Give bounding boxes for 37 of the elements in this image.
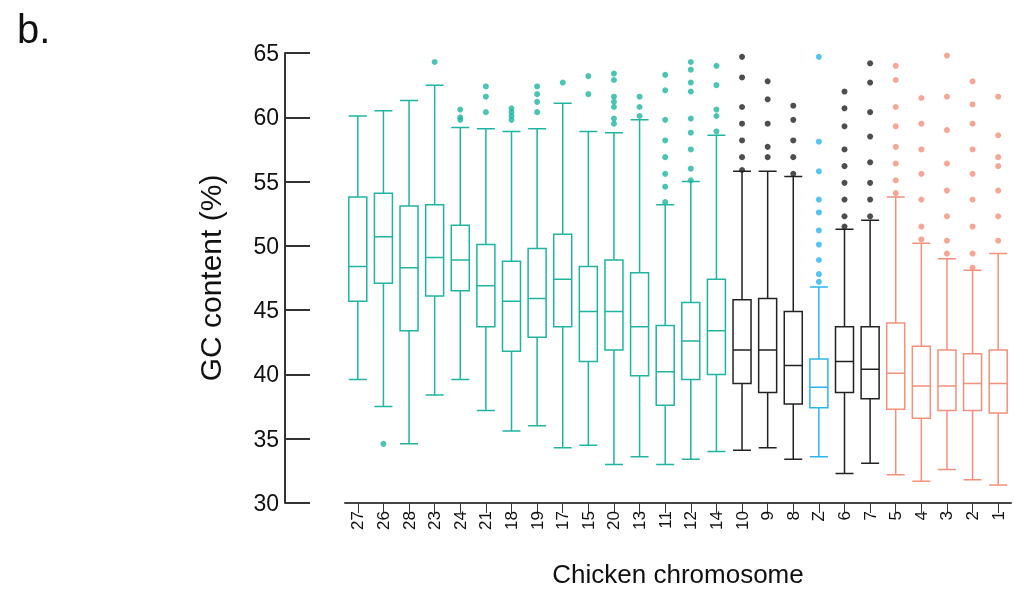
- y-tick-label: 55: [253, 168, 279, 195]
- y-tick-label: 45: [253, 297, 279, 324]
- x-tick-label: 17: [553, 511, 573, 530]
- x-tick-label: 8: [783, 511, 803, 521]
- y-tick-label: 30: [253, 490, 279, 516]
- x-tick-label: 10: [732, 511, 752, 530]
- x-tick-label: 12: [681, 511, 701, 530]
- x-tick-label: 13: [630, 511, 650, 530]
- x-tick-label: 14: [706, 511, 726, 530]
- x-tick-label: 24: [450, 511, 470, 530]
- y-tick-label: 40: [253, 361, 279, 388]
- x-tick-label: 2: [963, 511, 983, 521]
- x-tick-label: 5: [886, 511, 906, 521]
- x-tick-label: 4: [911, 511, 931, 521]
- x-tick-label: 20: [604, 511, 624, 530]
- x-tick-label: 7: [860, 511, 880, 521]
- y-tick-label: 60: [253, 104, 279, 131]
- x-axis-title: Chicken chromosome: [552, 559, 804, 589]
- x-tick-label: 26: [373, 511, 393, 530]
- x-tick-label: Z: [809, 511, 829, 522]
- y-axis-title: GC content (%): [193, 174, 227, 382]
- x-tick-label: 23: [425, 511, 445, 530]
- x-tick-label: 28: [399, 511, 419, 530]
- x-tick-label: 19: [527, 511, 547, 530]
- x-tick-label: 9: [758, 511, 778, 521]
- x-tick-label: 15: [578, 511, 598, 530]
- y-tick-label: 35: [253, 425, 279, 452]
- x-tick-label: 11: [655, 511, 675, 529]
- x-tick-label: 21: [476, 511, 496, 530]
- x-tick-label: 6: [835, 511, 854, 521]
- y-tick-label: 50: [253, 232, 279, 259]
- x-tick-label: 18: [502, 511, 521, 530]
- y-tick-label: 65: [253, 40, 279, 66]
- x-tick-label: 1: [988, 511, 1008, 521]
- x-tick-label: 3: [937, 511, 957, 521]
- x-tick-label: 27: [348, 511, 368, 530]
- chart-title: b.: [17, 7, 51, 51]
